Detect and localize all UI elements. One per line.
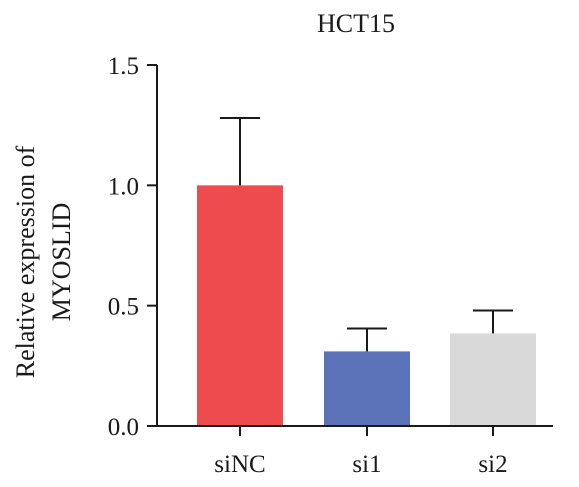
y-tick-label: 0.0 [108,414,139,441]
x-tick-label-si1: si1 [352,451,381,478]
y-ticks-group: 0.0 0.5 1.0 1.5 [108,53,157,441]
y-axis-label-line-1: Relative expression of [11,145,40,378]
y-tick-label: 1.5 [108,53,139,80]
bar-si1 [324,351,410,426]
x-tick-label-siNC: siNC [214,451,265,478]
x-labels-group: siNC si1 si2 [214,426,508,478]
error-bars-group [220,116,513,352]
y-tick-label: 0.5 [108,294,139,321]
bar-si2 [450,333,536,426]
x-tick-label-si2: si2 [478,451,507,478]
y-axis-label-line-2: MYOSLID [47,203,76,321]
bar-siNC [197,185,283,426]
bars-group [197,185,536,426]
y-tick-label: 1.0 [108,173,139,200]
chart-title: HCT15 [317,9,395,38]
